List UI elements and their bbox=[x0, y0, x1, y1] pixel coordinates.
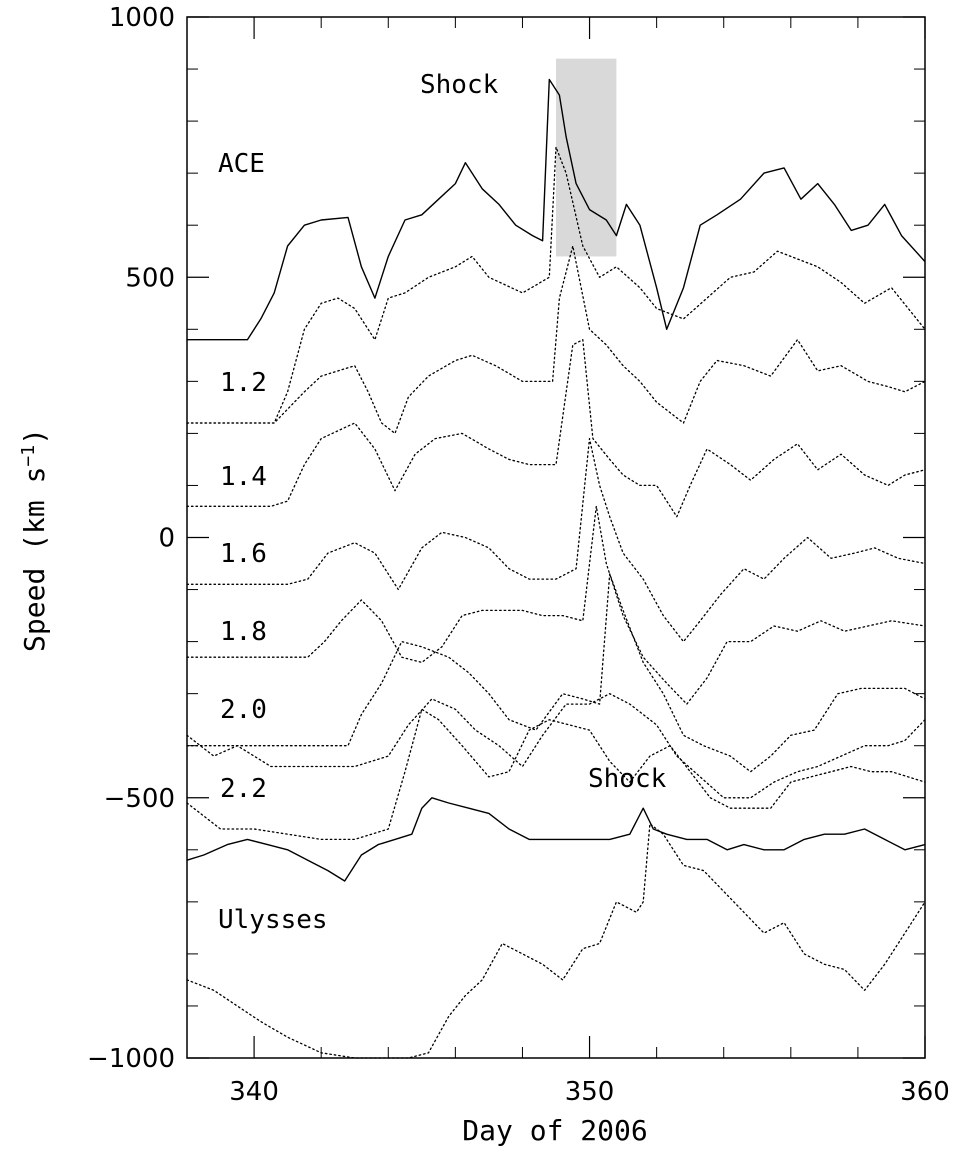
series-line-9 bbox=[186, 797, 926, 882]
x-axis-title: Day of 2006 bbox=[462, 1114, 647, 1147]
y-tick-label-3: 500 bbox=[125, 263, 175, 293]
level-label-1-2: 1.2 bbox=[220, 368, 267, 398]
x-tick-label-360: 360 bbox=[900, 1077, 950, 1107]
series-line-5 bbox=[186, 505, 926, 705]
level-label-1-4: 1.4 bbox=[220, 462, 267, 492]
ulysses-label: Ulysses bbox=[218, 905, 328, 935]
ace-label: ACE bbox=[218, 149, 265, 179]
shock-label-top: Shock bbox=[420, 70, 499, 100]
y-axis-title-main: Speed (km s bbox=[18, 467, 51, 652]
x-tick-label-340: 340 bbox=[229, 1077, 279, 1107]
shock-label-bottom: Shock bbox=[588, 764, 667, 794]
series-line-10 bbox=[186, 823, 926, 1059]
shock-highlight-box bbox=[556, 58, 617, 257]
level-label-2-0: 2.0 bbox=[220, 695, 267, 725]
series-line-2 bbox=[186, 245, 926, 435]
y-tick-label-2: 0 bbox=[158, 524, 175, 554]
series-line-1 bbox=[186, 146, 926, 424]
series-line-8 bbox=[186, 708, 926, 841]
series-line-0 bbox=[187, 78, 926, 341]
x-tick-label-350: 350 bbox=[565, 1077, 615, 1107]
series-line-6 bbox=[186, 573, 926, 773]
series-line-4 bbox=[186, 437, 926, 643]
level-label-1-8: 1.8 bbox=[220, 617, 267, 647]
series-line-7 bbox=[186, 693, 926, 799]
tick-layer bbox=[186, 16, 926, 1059]
y-tick-label-4: 1000 bbox=[109, 3, 175, 33]
level-label-1-6: 1.6 bbox=[220, 539, 267, 569]
y-axis-title: Speed (km s−1) bbox=[18, 428, 51, 652]
level-label-2-2: 2.2 bbox=[220, 774, 267, 804]
y-axis-title-exponent: −1 bbox=[18, 445, 39, 467]
y-axis-title-close: ) bbox=[18, 428, 51, 445]
series-layer bbox=[186, 78, 926, 1059]
y-tick-label-1: −500 bbox=[104, 784, 175, 814]
y-tick-label-0: −1000 bbox=[87, 1044, 175, 1074]
series-line-3 bbox=[186, 339, 926, 518]
highlight-layer bbox=[556, 58, 617, 257]
label-layer: 340 350 360 −1000 −500 0 500 1000 bbox=[87, 3, 950, 1107]
